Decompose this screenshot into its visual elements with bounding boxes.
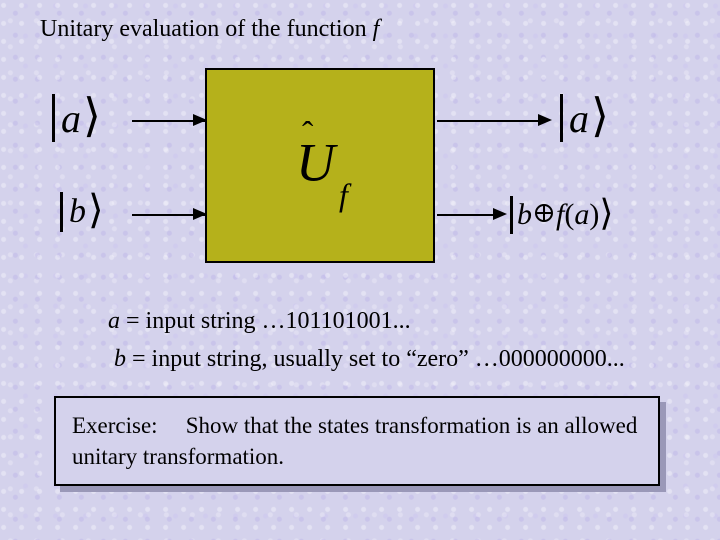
ket-a-input: a ⟩	[52, 94, 101, 142]
ket-b-output-lp: (	[564, 198, 574, 232]
desc-a-text: = input string …101101001...	[120, 308, 411, 334]
ket-a-input-var: a	[59, 95, 83, 142]
ket-b-input: b ⟩	[60, 192, 104, 232]
desc-a-var: a	[108, 308, 120, 334]
unitary-gate-box: ˆ Uf	[205, 68, 435, 263]
unitary-gate-label: ˆ Uf	[296, 131, 344, 200]
description-b: b = input string, usually set to “zero” …	[114, 346, 625, 373]
gate-hat: ˆ	[302, 115, 313, 153]
ket-angle: ⟩	[599, 195, 613, 231]
arrowhead-a-in	[193, 114, 207, 126]
ket-bar	[52, 94, 55, 142]
desc-b-var: b	[114, 346, 126, 372]
ket-bar	[60, 192, 63, 232]
ket-b-output: b f(a) ⟩	[510, 196, 613, 234]
wire-a-out	[437, 120, 542, 122]
ket-angle: ⟩	[591, 93, 609, 139]
desc-b-text: = input string, usually set to “zero” …0…	[126, 346, 625, 372]
exercise-lead: Exercise:	[72, 410, 180, 441]
ket-b-input-var: b	[67, 193, 88, 231]
title-text: Unitary evaluation of the function	[40, 16, 373, 42]
arrowhead-a-out	[538, 114, 552, 126]
exercise-box: Exercise: Show that the states transform…	[54, 396, 660, 486]
gate-subscript: f	[339, 177, 348, 213]
ket-b-output-a: a	[574, 198, 589, 232]
slide-title: Unitary evaluation of the function f	[40, 16, 379, 43]
ket-b-output-b: b	[517, 198, 532, 232]
xor-icon	[535, 204, 553, 222]
ket-angle: ⟩	[88, 190, 104, 230]
wire-b-out	[437, 214, 497, 216]
ket-b-output-f: f	[556, 198, 564, 232]
arrowhead-b-in	[193, 208, 207, 220]
title-function-symbol: f	[373, 16, 380, 42]
ket-a-output-var: a	[567, 95, 591, 142]
ket-bar	[510, 196, 513, 234]
arrowhead-b-out	[493, 208, 507, 220]
ket-bar	[560, 94, 563, 142]
slide-content: Unitary evaluation of the function f ˆ U…	[0, 0, 720, 540]
ket-b-output-rp: )	[589, 198, 599, 232]
ket-angle: ⟩	[83, 93, 101, 139]
circuit-diagram: ˆ Uf a ⟩ b ⟩ a ⟩ b f(a) ⟩	[40, 68, 680, 278]
ket-a-output: a ⟩	[560, 94, 609, 142]
description-a: a = input string …101101001...	[108, 308, 411, 335]
